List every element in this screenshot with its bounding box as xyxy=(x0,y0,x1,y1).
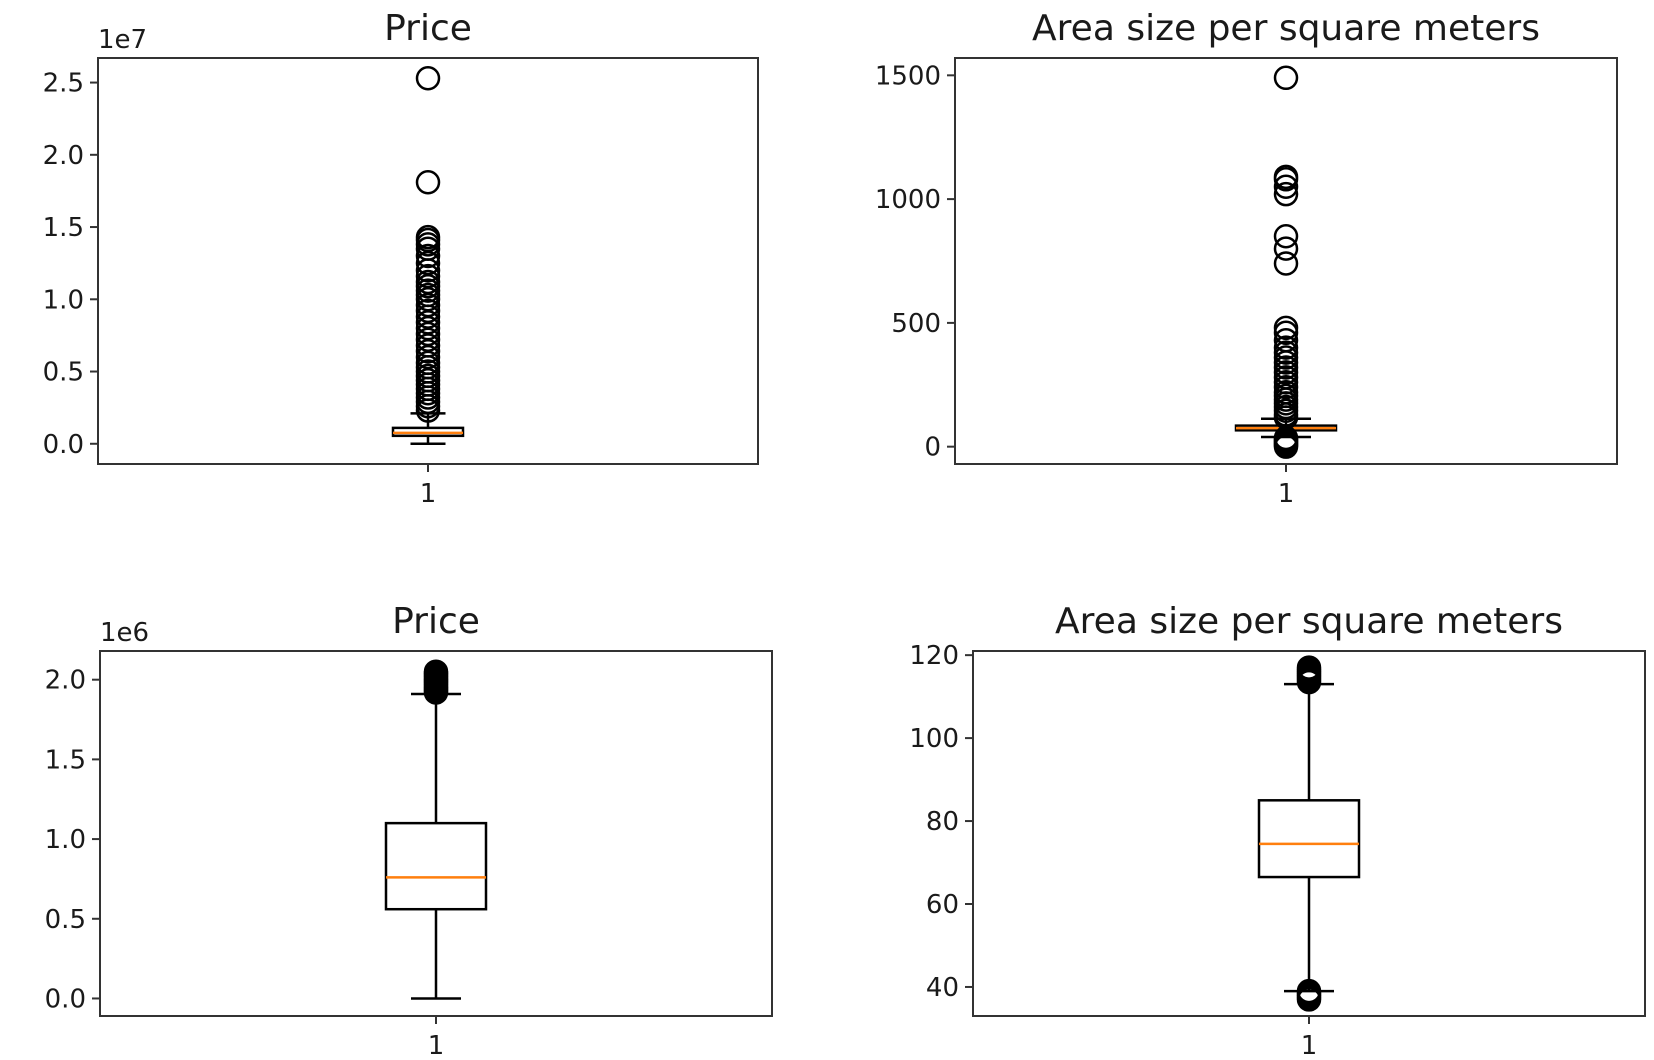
outlier-point xyxy=(1273,65,1299,91)
outlier-point xyxy=(1273,181,1299,207)
y-tick-label: 0.5 xyxy=(43,358,84,388)
outlier-point xyxy=(415,269,441,295)
outlier-point xyxy=(423,659,449,684)
y-tick-label: 0.5 xyxy=(45,905,86,935)
plot-frame xyxy=(972,650,1646,1017)
plot-frame xyxy=(99,650,773,1017)
y-tick-label: 500 xyxy=(891,309,941,339)
iqr-box xyxy=(1257,799,1361,879)
outlier-point xyxy=(1296,655,1322,680)
subplot-4: Area size per square meters 40 60 80 100 120 1 xyxy=(909,601,1646,1060)
outlier-point xyxy=(1273,236,1299,261)
y-tick-label: 2.5 xyxy=(43,69,84,99)
outlier-point xyxy=(415,170,441,195)
outlier-point xyxy=(1273,315,1299,341)
subplot-1: Price 1e7 0.0 0.5 1.0 1.5 2.0 2.5 1 xyxy=(43,8,759,509)
y-tick-label: 1.0 xyxy=(45,825,86,855)
y-tick-label: 1.5 xyxy=(43,213,84,243)
y-tick-label: 0.0 xyxy=(43,430,84,460)
y-tick-label: 0.0 xyxy=(45,984,86,1014)
outlier-point xyxy=(1273,174,1299,199)
outlier-point xyxy=(1273,425,1299,451)
outlier-point xyxy=(1273,164,1299,190)
y-tick-label: 2.0 xyxy=(43,141,84,171)
outlier-point xyxy=(415,224,441,250)
outlier-point xyxy=(1273,327,1299,353)
subplot-2: Area size per square meters 0 500 1000 1500 1 xyxy=(875,8,1618,509)
outlier-point xyxy=(415,243,441,269)
outlier-point xyxy=(415,263,441,289)
x-tick-label: 1 xyxy=(420,479,437,509)
plot-frame xyxy=(954,57,1618,465)
y-tick-label: 0 xyxy=(924,433,941,463)
iqr-box xyxy=(384,821,488,911)
y-tick-label: 1.5 xyxy=(45,745,86,775)
chart-title: Area size per square meters xyxy=(1055,601,1563,642)
plot-frame xyxy=(97,57,759,465)
axis-offset-label: 1e7 xyxy=(98,25,147,55)
outlier-point xyxy=(1296,978,1322,1004)
y-tick-label: 40 xyxy=(926,973,959,1003)
chart-title: Price xyxy=(384,8,472,49)
y-tick-label: 120 xyxy=(909,641,959,671)
y-tick-label: 100 xyxy=(909,724,959,754)
subplot-3: Price 1e6 0.0 0.5 1.0 1.5 2.0 1 xyxy=(45,601,773,1060)
y-tick-label: 1.0 xyxy=(43,285,84,315)
x-tick-label: 1 xyxy=(1301,1031,1318,1060)
axis-offset-label: 1e6 xyxy=(100,618,149,648)
outlier-point xyxy=(1273,251,1299,276)
chart-title: Price xyxy=(392,601,480,642)
y-tick-label: 1500 xyxy=(875,61,941,91)
outlier-point xyxy=(1273,223,1299,249)
outlier-point xyxy=(415,65,441,91)
chart-title: Area size per square meters xyxy=(1032,8,1540,49)
y-tick-label: 60 xyxy=(926,890,959,920)
outlier-point xyxy=(1273,335,1299,360)
x-tick-label: 1 xyxy=(1278,479,1295,509)
outlier-point xyxy=(415,298,441,324)
y-tick-label: 1000 xyxy=(875,185,941,215)
x-tick-label: 1 xyxy=(428,1031,445,1060)
y-tick-label: 2.0 xyxy=(45,666,86,696)
y-tick-label: 80 xyxy=(926,807,959,837)
